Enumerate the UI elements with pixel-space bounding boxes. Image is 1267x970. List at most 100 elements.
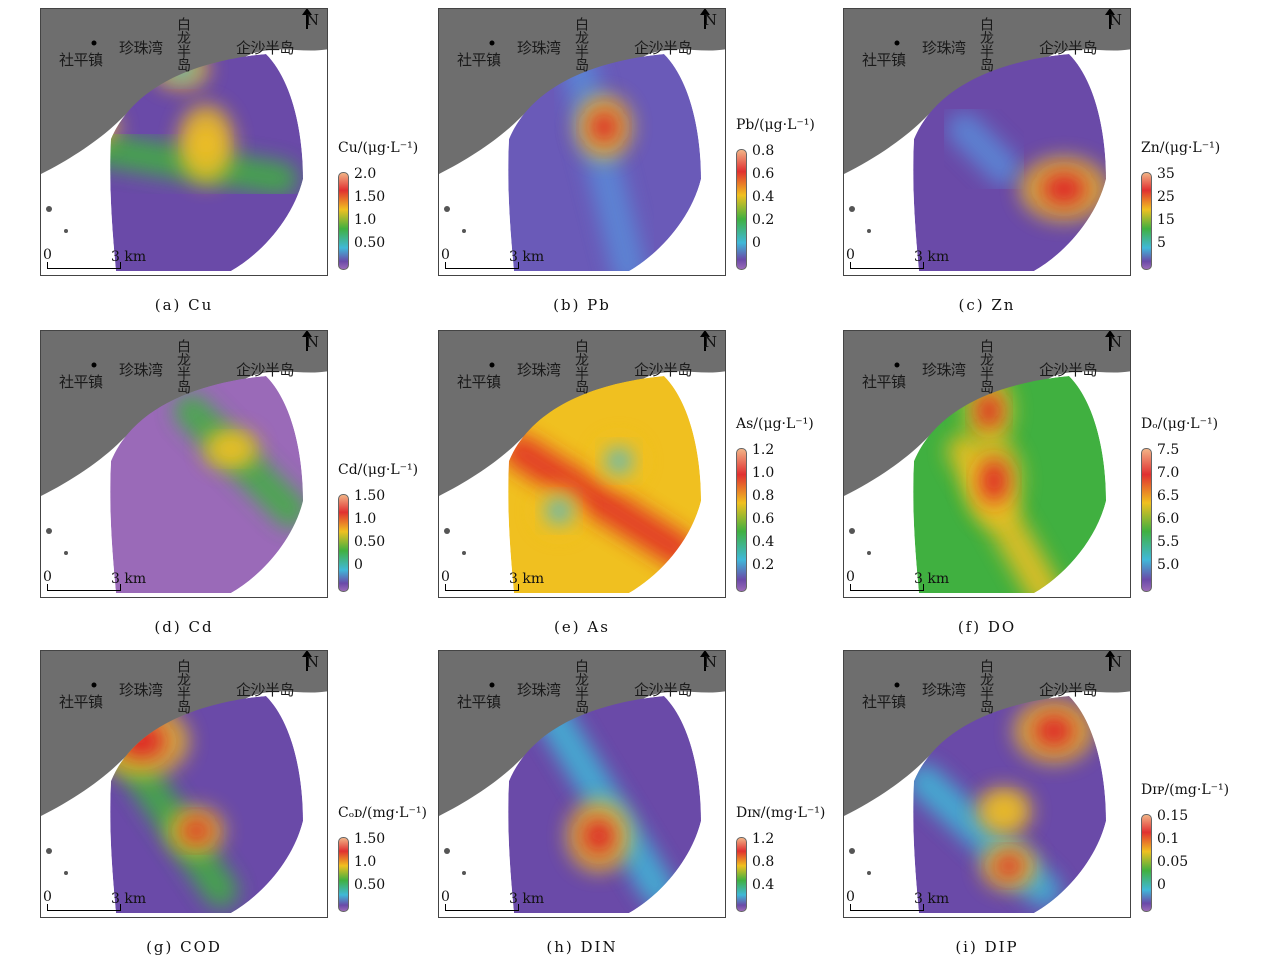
field-base	[110, 376, 303, 593]
scale-zero-label: 0	[43, 247, 52, 263]
legend-tick-label: 0.2	[752, 212, 775, 228]
legend-tick-label: 25	[1157, 189, 1175, 205]
legend-tick-label: 0.8	[752, 488, 775, 504]
scale-zero-label: 0	[43, 569, 52, 585]
scale-zero-label: 0	[441, 889, 450, 905]
island-marker	[64, 229, 68, 233]
town-marker	[489, 682, 495, 688]
legend-tick-label: 1.50	[354, 189, 386, 205]
concentration-field	[508, 54, 701, 271]
legend-title: Cₒᴅ/(mg·L⁻¹)	[338, 805, 427, 821]
concentration-field	[508, 696, 701, 913]
island-marker	[462, 871, 466, 875]
island-marker	[444, 528, 450, 534]
north-arrow-icon	[700, 651, 710, 671]
legend-color-ramp	[338, 494, 349, 592]
concentration-field	[110, 376, 303, 593]
scale-distance-label: 3 km	[111, 571, 147, 587]
map-frame: 社平镇 珍珠湾 白龙半岛 企沙半岛 N 0 3 km	[843, 650, 1131, 918]
scale-distance-label: 3 km	[914, 891, 950, 907]
legend-tick-label: 1.50	[354, 488, 386, 504]
map-panel-c: 社平镇 珍珠湾 白龙半岛 企沙半岛 N 0 3 km Zn/(μg·L⁻¹) 35 25 15 5	[843, 8, 1243, 328]
legend-tick-label: 0.1	[1157, 831, 1180, 847]
hotspot-core	[547, 499, 571, 523]
legend-tick-label: 15	[1157, 212, 1175, 228]
land-area	[41, 651, 327, 816]
legend-tick-label: 1.0	[752, 465, 775, 481]
hotspot-core	[607, 449, 631, 473]
place-label-qisha: 企沙半岛	[1039, 361, 1098, 379]
north-label: N	[305, 333, 319, 351]
panel-caption: (c) Zn	[958, 296, 1016, 314]
place-label-town: 社平镇	[59, 693, 103, 711]
scale-zero-label: 0	[441, 569, 450, 585]
place-label-town: 社平镇	[59, 51, 103, 69]
north-arrow-icon	[700, 331, 710, 351]
scale-bar	[445, 262, 519, 269]
legend-title: Dɪɴ/(mg·L⁻¹)	[736, 805, 826, 821]
legend-tick-label: 35	[1157, 166, 1175, 182]
island-marker	[46, 206, 52, 212]
map-panel-e: 社平镇 珍珠湾 白龙半岛 企沙半岛 N 0 3 km As/(μg·L⁻¹) 1.2 1.0 0.8…	[438, 330, 838, 650]
place-label-bay: 珍珠湾	[517, 681, 561, 699]
map-panel-b: 社平镇 珍珠湾 白龙半岛 企沙半岛 N 0 3 km Pb/(μg·L⁻¹) 0.8 0.6 0.4…	[438, 8, 838, 328]
hotspot-core	[995, 854, 1023, 878]
panel-caption: (a) Cu	[154, 296, 214, 314]
map-canvas	[41, 331, 327, 593]
panel-caption: (g) COD	[146, 938, 222, 956]
legend-tick-label: 1.0	[354, 854, 377, 870]
place-label-qisha: 企沙半岛	[1039, 39, 1098, 57]
field-band	[508, 434, 696, 568]
legend-title: Dₒ/(μg·L⁻¹)	[1141, 416, 1219, 432]
place-label-bay: 珍珠湾	[119, 39, 163, 57]
map-panel-g: 社平镇 珍珠湾 白龙半岛 企沙半岛 N 0 3 km Cₒᴅ/(mg·L⁻¹) 1.50 1.0 0…	[40, 650, 440, 970]
legend-tick-label: 1.50	[354, 831, 386, 847]
north-label: N	[703, 11, 717, 29]
legend: Dɪɴ/(mg·L⁻¹) 1.2 0.8 0.4	[736, 650, 836, 918]
legend-tick-label: 0.6	[752, 511, 775, 527]
map-panel-d: 社平镇 珍珠湾 白龙半岛 企沙半岛 N 0 3 km Cd/(μg·L⁻¹) 1.50 1.0 0.…	[40, 330, 440, 650]
place-label-town: 社平镇	[862, 373, 906, 391]
place-label-bailong: 白龙半岛	[978, 17, 994, 71]
legend-tick-label: 0	[354, 557, 363, 573]
north-label: N	[703, 653, 717, 671]
scale-distance-label: 3 km	[111, 249, 147, 265]
map-frame: 社平镇 珍珠湾 白龙半岛 企沙半岛 N 0 3 km	[843, 330, 1131, 598]
scale-distance-label: 3 km	[509, 891, 545, 907]
panel-caption: (f) DO	[957, 618, 1017, 636]
place-label-bailong: 白龙半岛	[175, 339, 191, 393]
place-label-qisha: 企沙半岛	[236, 39, 295, 57]
land-area	[439, 9, 725, 174]
scale-bar	[850, 904, 924, 911]
hotspot-core	[1042, 173, 1086, 205]
legend-tick-label: 0.8	[752, 854, 775, 870]
map-frame: 社平镇 珍珠湾 白龙半岛 企沙半岛 N 0 3 km	[438, 650, 726, 918]
place-label-bailong: 白龙半岛	[175, 659, 191, 713]
island-marker	[849, 528, 855, 534]
legend-tick-label: 0.50	[354, 877, 386, 893]
legend-tick-label: 0.50	[354, 235, 386, 251]
panel-caption: (e) As	[554, 618, 610, 636]
hotspot-core	[977, 393, 1001, 429]
map-canvas	[41, 651, 327, 913]
north-arrow-icon	[1105, 9, 1115, 29]
map-frame: 社平镇 珍珠湾 白龙半岛 企沙半岛 N 0 3 km	[843, 8, 1131, 276]
legend-title: Cd/(μg·L⁻¹)	[338, 462, 419, 478]
legend: Zn/(μg·L⁻¹) 35 25 15 5	[1141, 8, 1241, 276]
land-area	[41, 331, 327, 496]
map-frame: 社平镇 珍珠湾 白龙半岛 企沙半岛 N 0 3 km	[438, 8, 726, 276]
north-label: N	[1108, 11, 1122, 29]
place-label-bay: 珍珠湾	[119, 361, 163, 379]
map-canvas	[439, 9, 725, 271]
island-marker	[444, 848, 450, 854]
panel-caption: (d) Cd	[154, 618, 214, 636]
north-arrow-icon	[302, 651, 312, 671]
legend-tick-label: 1.2	[752, 831, 775, 847]
legend-color-ramp	[736, 837, 747, 912]
legend-tick-label: 0.4	[752, 877, 775, 893]
place-label-town: 社平镇	[457, 693, 501, 711]
legend-title: Cu/(μg·L⁻¹)	[338, 140, 419, 156]
place-label-bailong: 白龙半岛	[573, 17, 589, 71]
concentration-field	[913, 54, 1106, 271]
legend-title: As/(μg·L⁻¹)	[736, 416, 814, 432]
